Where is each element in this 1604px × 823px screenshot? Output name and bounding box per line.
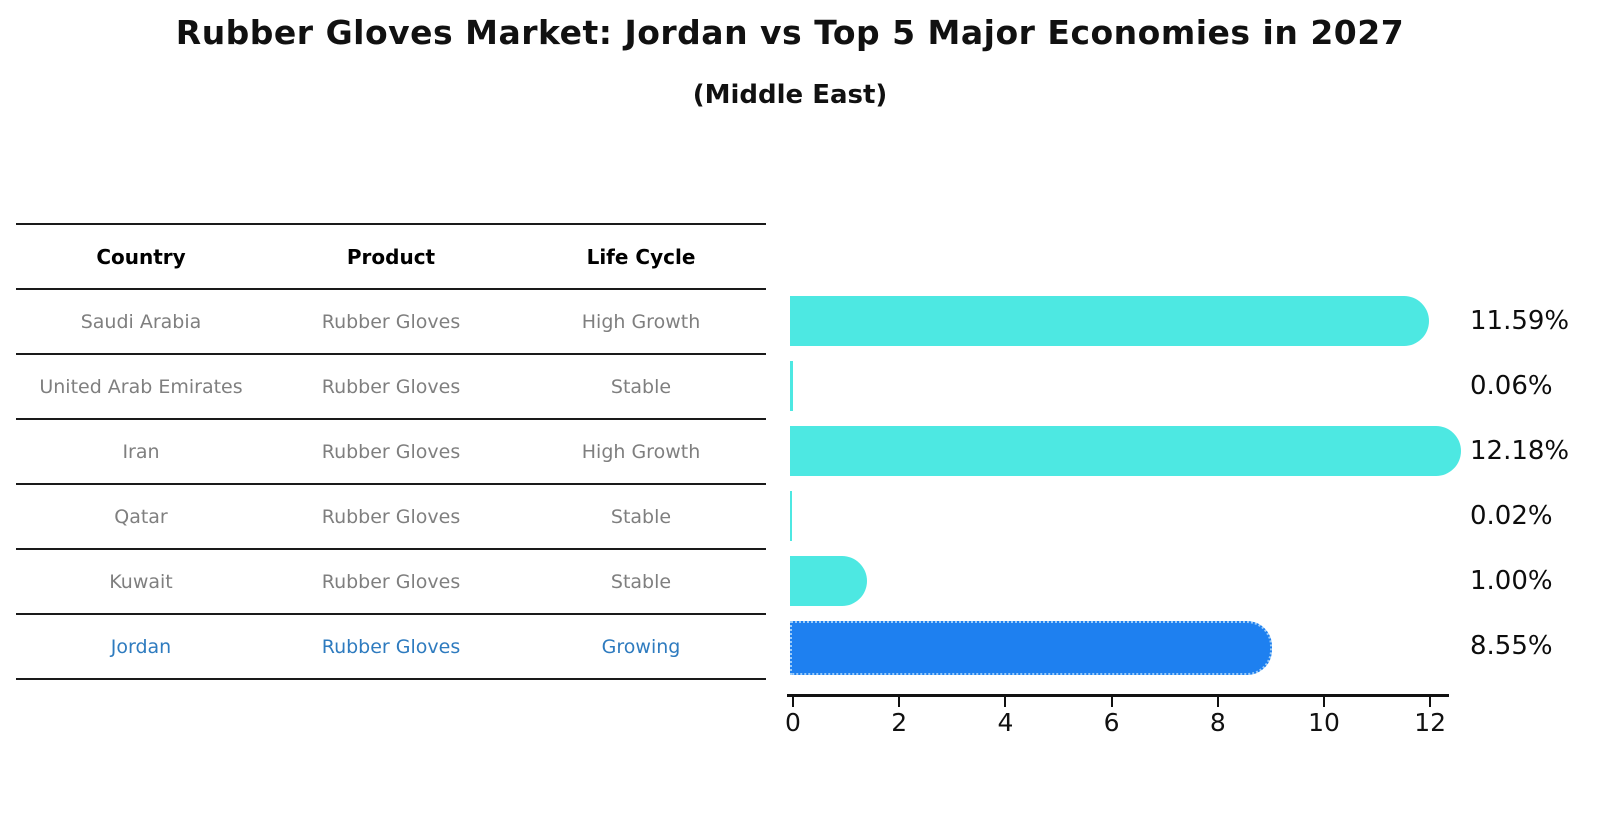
x-tick-label: 8 bbox=[1209, 708, 1226, 737]
table-row: Saudi Arabia Rubber Gloves High Growth bbox=[16, 290, 766, 355]
column-header-country: Country bbox=[96, 244, 186, 269]
bar-chart-plot-area bbox=[790, 223, 1490, 703]
value-label: 12.18% bbox=[1470, 435, 1570, 466]
value-label: 8.55% bbox=[1470, 630, 1553, 661]
chart-title: Rubber Gloves Market: Jordan vs Top 5 Ma… bbox=[175, 13, 1405, 52]
cell-country: Iran bbox=[122, 440, 160, 463]
cell-country: Jordan bbox=[110, 635, 172, 658]
x-tick-label: 0 bbox=[785, 708, 801, 737]
x-tick bbox=[1216, 697, 1219, 707]
cell-country: Qatar bbox=[114, 505, 168, 528]
x-tick bbox=[792, 697, 794, 707]
table-row: Qatar Rubber Gloves Stable bbox=[16, 485, 766, 550]
cell-life-cycle: High Growth bbox=[581, 310, 701, 333]
x-tick-label: 10 bbox=[1308, 708, 1340, 737]
country-info-table: Country Product Life Cycle Saudi Arabia … bbox=[16, 223, 766, 680]
cell-life-cycle: Stable bbox=[610, 570, 672, 593]
table-row: Iran Rubber Gloves High Growth bbox=[16, 420, 766, 485]
x-tick bbox=[1004, 697, 1007, 707]
table-header-row: Country Product Life Cycle bbox=[16, 225, 766, 290]
table-row-jordan: Jordan Rubber Gloves Growing bbox=[16, 615, 766, 680]
cell-life-cycle: Stable bbox=[610, 375, 672, 398]
bar-united-arab-emirates bbox=[790, 360, 794, 411]
bar-kuwait bbox=[790, 555, 868, 606]
chart-subtitle: (Middle East) bbox=[692, 80, 888, 110]
x-tick-label: 2 bbox=[891, 708, 908, 737]
cell-country: Saudi Arabia bbox=[80, 310, 202, 333]
bar-iran bbox=[790, 425, 1461, 476]
cell-product: Rubber Gloves bbox=[321, 440, 461, 463]
bar-saudi-arabia bbox=[790, 295, 1430, 346]
x-tick bbox=[1429, 697, 1432, 707]
cell-product: Rubber Gloves bbox=[321, 635, 461, 658]
x-tick bbox=[1323, 697, 1325, 707]
cell-life-cycle: Growing bbox=[601, 635, 681, 658]
cell-country: United Arab Emirates bbox=[39, 375, 243, 398]
cell-life-cycle: Stable bbox=[610, 505, 672, 528]
cell-life-cycle: High Growth bbox=[581, 440, 701, 463]
value-label: 1.00% bbox=[1470, 565, 1553, 596]
column-header-life-cycle: Life Cycle bbox=[586, 244, 696, 269]
cell-product: Rubber Gloves bbox=[321, 570, 461, 593]
x-tick-label: 4 bbox=[997, 708, 1014, 737]
x-axis-line bbox=[787, 694, 1449, 697]
value-label: 0.06% bbox=[1470, 370, 1553, 401]
cell-product: Rubber Gloves bbox=[321, 310, 461, 333]
cell-country: Kuwait bbox=[109, 570, 173, 593]
table-row: United Arab Emirates Rubber Gloves Stabl… bbox=[16, 355, 766, 420]
bar-jordan bbox=[790, 620, 1272, 675]
cell-product: Rubber Gloves bbox=[321, 375, 461, 398]
value-label: 11.59% bbox=[1470, 305, 1570, 336]
x-tick-label: 6 bbox=[1103, 708, 1120, 737]
x-tick-label: 12 bbox=[1414, 708, 1447, 737]
table-row: Kuwait Rubber Gloves Stable bbox=[16, 550, 766, 615]
bar-qatar bbox=[790, 490, 792, 541]
value-label: 0.02% bbox=[1470, 500, 1553, 531]
x-tick bbox=[898, 697, 901, 707]
x-tick bbox=[1110, 697, 1113, 707]
cell-product: Rubber Gloves bbox=[321, 505, 461, 528]
column-header-product: Product bbox=[346, 244, 436, 269]
